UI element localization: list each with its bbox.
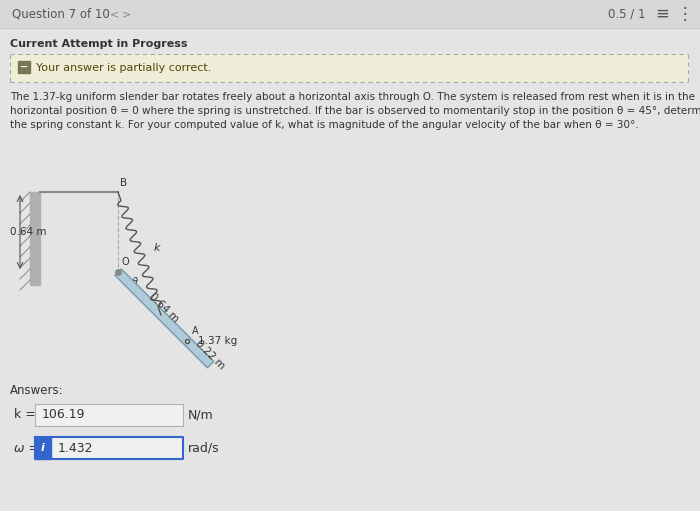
Text: 1.432: 1.432	[58, 442, 94, 454]
Text: 0.5 / 1: 0.5 / 1	[608, 8, 645, 20]
Text: ω =: ω =	[14, 442, 39, 454]
Text: ≡: ≡	[655, 5, 669, 23]
Text: The 1.37-kg uniform slender bar rotates freely about a horizontal axis through O: The 1.37-kg uniform slender bar rotates …	[10, 92, 695, 102]
Text: horizontal position θ = 0 where the spring is unstretched. If the bar is observe: horizontal position θ = 0 where the spri…	[10, 106, 700, 116]
Text: θ: θ	[132, 277, 138, 287]
Text: Question 7 of 10: Question 7 of 10	[12, 8, 110, 20]
Bar	[35, 437, 51, 459]
Text: O: O	[121, 257, 129, 267]
Text: A: A	[193, 327, 199, 336]
Text: k =: k =	[14, 408, 36, 422]
Text: 0.64 m: 0.64 m	[10, 227, 46, 237]
Text: B: B	[120, 178, 127, 188]
Text: <: <	[110, 9, 119, 19]
Bar	[10, 54, 688, 82]
Text: N/m: N/m	[188, 408, 214, 422]
Bar	[0, 0, 700, 28]
Text: rad/s: rad/s	[188, 442, 220, 454]
Text: 0.22 m: 0.22 m	[194, 338, 227, 371]
Text: −: −	[20, 62, 28, 72]
Text: ⋮: ⋮	[677, 5, 694, 23]
Text: 1.37 kg: 1.37 kg	[198, 336, 237, 346]
Text: 106.19: 106.19	[42, 408, 85, 422]
Bar	[30, 192, 40, 285]
Text: the spring constant k. For your computed value of k, what is magnitude of the an: the spring constant k. For your computed…	[10, 120, 638, 130]
Text: >: >	[122, 9, 132, 19]
Bar	[51, 437, 183, 459]
Text: Your answer is partially correct.: Your answer is partially correct.	[36, 63, 211, 73]
Polygon shape	[115, 269, 214, 368]
Bar	[35, 404, 183, 426]
Text: k: k	[153, 243, 160, 253]
Bar	[18, 61, 30, 73]
Text: Current Attempt in Progress: Current Attempt in Progress	[10, 39, 188, 49]
Text: i: i	[41, 443, 45, 453]
Text: 0.64 m: 0.64 m	[148, 292, 181, 324]
Text: Answers:: Answers:	[10, 383, 64, 397]
